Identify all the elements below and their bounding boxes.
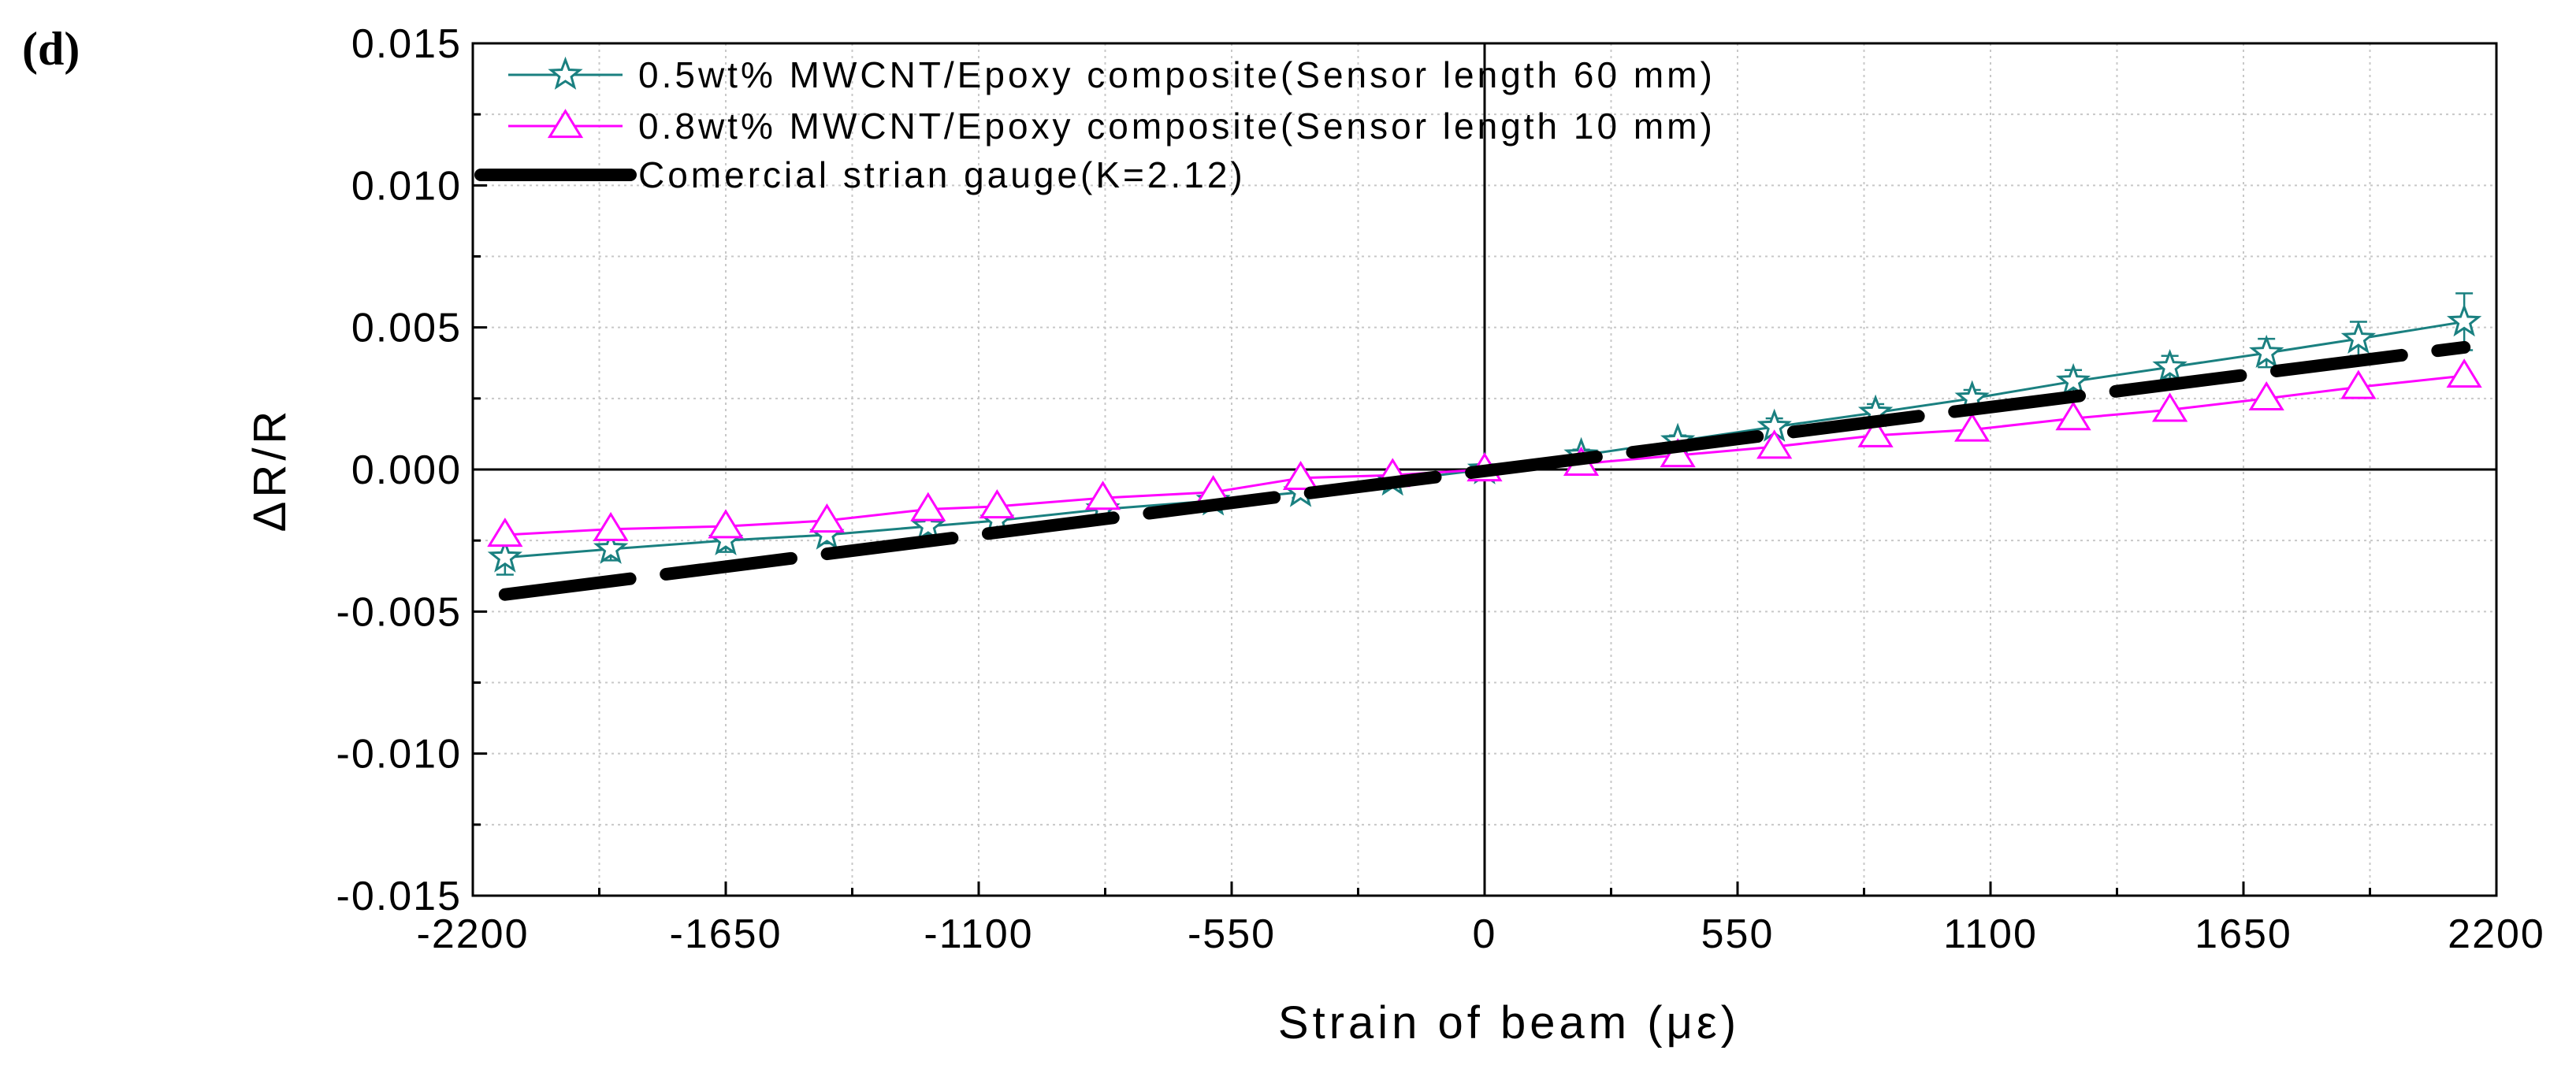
- x-tick-label: -1650: [670, 911, 782, 957]
- y-tick-label: -0.005: [336, 589, 462, 635]
- triangle-marker: [487, 518, 523, 547]
- star-marker: [2152, 348, 2188, 382]
- y-tick-label: -0.015: [336, 874, 462, 919]
- legend-triangle-marker: [547, 109, 584, 139]
- series-3: [498, 340, 2471, 601]
- star-marker: [2340, 320, 2377, 354]
- x-tick-labels: -2200 -1650 -1100 -550 0 550 1100 1650 2200: [417, 911, 2545, 957]
- triangle-marker: [1857, 418, 1894, 447]
- x-tick-label: -2200: [417, 911, 530, 957]
- legend-item-2: 0.8wt% MWCNT/Epoxy composite(Sensor leng…: [508, 106, 1715, 147]
- triangle-marker: [910, 492, 946, 521]
- triangle-marker: [1954, 412, 1991, 442]
- triangle-marker: [2248, 380, 2284, 411]
- legend-item-1: 0.5wt% MWCNT/Epoxy composite(Sensor leng…: [508, 54, 1715, 95]
- legend-item-3: Comercial strian gauge(K=2.12): [474, 154, 1246, 195]
- triangle-marker: [2151, 392, 2188, 422]
- x-tick-label: 1650: [2195, 911, 2292, 957]
- triangle-marker: [708, 509, 744, 539]
- triangle-marker: [1282, 460, 1319, 490]
- triangle-marker: [1756, 429, 1793, 459]
- star-marker: [593, 530, 629, 564]
- legend-star-marker: [548, 56, 583, 90]
- triangle-marker: [593, 511, 629, 541]
- star-marker: [2055, 362, 2091, 397]
- y-tick-labels: -0.015 -0.010 -0.005 0.000 0.005 0.010 0.015: [336, 21, 462, 919]
- triangle-marker: [808, 503, 846, 533]
- y-tick-label: 0.010: [351, 163, 462, 209]
- panel-label: (d): [22, 23, 80, 75]
- triangle-marker: [2055, 401, 2091, 431]
- triangle-marker: [979, 489, 1015, 519]
- star-marker: [2447, 303, 2482, 337]
- y-tick-label: -0.010: [336, 732, 462, 778]
- x-tick-label: -550: [1188, 911, 1276, 957]
- star-marker: [910, 507, 946, 541]
- x-tick-label: 0: [1473, 911, 1497, 957]
- star-marker: [487, 539, 522, 573]
- triangle-marker: [2340, 369, 2377, 399]
- gauge-line: [498, 340, 2471, 601]
- y-tick-label: 0.000: [351, 447, 462, 493]
- triangle-marker: [1084, 481, 1121, 510]
- legend: 0.5wt% MWCNT/Epoxy composite(Sensor leng…: [474, 54, 1715, 195]
- x-tick-label: 1100: [1943, 911, 2038, 957]
- x-axis-title: Strain of beam (με): [1278, 997, 1740, 1048]
- series-layer: [487, 292, 2482, 601]
- legend-label: 0.5wt% MWCNT/Epoxy composite(Sensor leng…: [638, 54, 1715, 95]
- y-axis-title: ΔR/R: [244, 407, 296, 533]
- y-tick-label: 0.015: [351, 21, 462, 67]
- x-tick-label: -1100: [924, 911, 1033, 957]
- y-tick-label: 0.005: [351, 306, 462, 351]
- x-tick-label: 2200: [2448, 911, 2545, 957]
- triangle-marker: [2446, 358, 2482, 388]
- star-marker: [2249, 334, 2284, 368]
- legend-label: Comercial strian gauge(K=2.12): [638, 154, 1246, 195]
- x-tick-label: 550: [1701, 911, 1775, 957]
- legend-label: 0.8wt% MWCNT/Epoxy composite(Sensor leng…: [638, 106, 1715, 147]
